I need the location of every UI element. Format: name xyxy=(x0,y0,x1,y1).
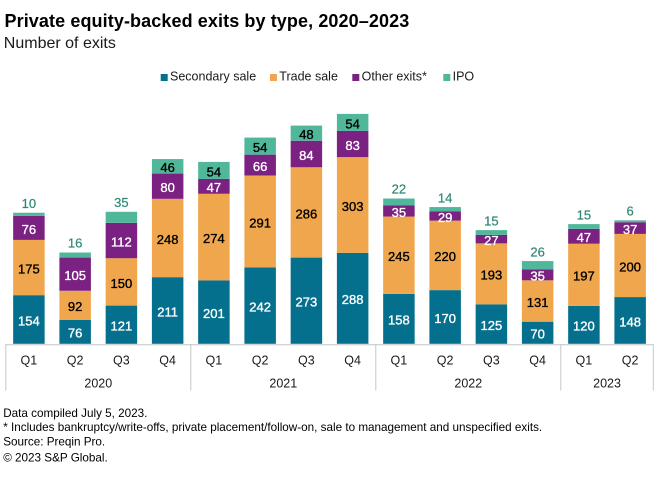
svg-text:Secondary sale: Secondary sale xyxy=(170,70,256,84)
svg-text:193: 193 xyxy=(481,268,503,283)
svg-text:125: 125 xyxy=(481,318,503,333)
svg-text:200: 200 xyxy=(619,259,641,274)
svg-text:303: 303 xyxy=(342,199,364,214)
svg-text:Q1: Q1 xyxy=(21,354,38,368)
svg-text:112: 112 xyxy=(111,234,132,249)
svg-text:148: 148 xyxy=(619,314,641,329)
svg-text:201: 201 xyxy=(203,306,225,321)
svg-text:35: 35 xyxy=(114,195,128,210)
svg-text:154: 154 xyxy=(18,313,40,328)
svg-text:Q1: Q1 xyxy=(576,354,593,368)
svg-text:131: 131 xyxy=(527,295,549,310)
svg-text:2021: 2021 xyxy=(269,377,297,391)
svg-text:15: 15 xyxy=(577,207,591,222)
svg-text:47: 47 xyxy=(207,180,221,195)
svg-text:27: 27 xyxy=(484,233,498,248)
svg-text:Source: Preqin Pro.: Source: Preqin Pro. xyxy=(3,435,105,448)
svg-text:37: 37 xyxy=(623,222,637,237)
svg-text:54: 54 xyxy=(207,164,221,179)
svg-text:Q1: Q1 xyxy=(206,354,223,368)
svg-text:70: 70 xyxy=(530,327,544,342)
svg-text:Other exits*: Other exits* xyxy=(362,70,427,84)
svg-text:158: 158 xyxy=(388,313,410,328)
svg-text:197: 197 xyxy=(573,269,595,284)
svg-text:35: 35 xyxy=(392,205,406,220)
svg-text:Private equity-backed exits by: Private equity-backed exits by type, 202… xyxy=(5,11,410,31)
svg-text:220: 220 xyxy=(434,249,456,264)
svg-text:2022: 2022 xyxy=(454,377,482,391)
svg-text:66: 66 xyxy=(253,159,267,174)
svg-text:15: 15 xyxy=(484,213,498,228)
svg-text:* Includes bankruptcy/write-of: * Includes bankruptcy/write-offs, privat… xyxy=(3,421,542,434)
svg-text:29: 29 xyxy=(438,210,452,225)
svg-text:121: 121 xyxy=(111,319,133,334)
svg-text:105: 105 xyxy=(64,268,86,283)
svg-text:245: 245 xyxy=(388,249,410,264)
svg-text:48: 48 xyxy=(299,127,313,142)
svg-text:83: 83 xyxy=(345,138,359,153)
svg-text:Q2: Q2 xyxy=(622,354,639,368)
svg-text:35: 35 xyxy=(530,269,544,284)
svg-text:54: 54 xyxy=(253,140,267,155)
svg-text:Trade sale: Trade sale xyxy=(279,70,338,84)
svg-text:Q3: Q3 xyxy=(113,354,130,368)
svg-text:Data compiled July 5, 2023.: Data compiled July 5, 2023. xyxy=(3,407,147,420)
svg-text:288: 288 xyxy=(342,292,364,307)
svg-text:2023: 2023 xyxy=(593,377,621,391)
svg-text:175: 175 xyxy=(18,261,40,276)
svg-text:76: 76 xyxy=(68,326,82,341)
svg-text:10: 10 xyxy=(22,196,36,211)
svg-text:22: 22 xyxy=(392,182,406,197)
svg-text:Q3: Q3 xyxy=(298,354,315,368)
svg-text:Q2: Q2 xyxy=(252,354,269,368)
svg-text:16: 16 xyxy=(68,236,82,251)
svg-text:Q4: Q4 xyxy=(159,354,176,368)
svg-text:2020: 2020 xyxy=(84,377,112,391)
svg-text:Q2: Q2 xyxy=(437,354,454,368)
svg-text:Q2: Q2 xyxy=(67,354,84,368)
svg-text:150: 150 xyxy=(111,276,133,291)
svg-text:211: 211 xyxy=(157,304,178,319)
svg-text:26: 26 xyxy=(530,244,544,259)
svg-text:47: 47 xyxy=(577,230,591,245)
svg-text:76: 76 xyxy=(22,222,36,237)
svg-text:Q3: Q3 xyxy=(483,354,500,368)
svg-text:242: 242 xyxy=(249,299,271,314)
svg-text:© 2023 S&P Global.: © 2023 S&P Global. xyxy=(3,451,108,464)
svg-text:Number of exits: Number of exits xyxy=(4,35,116,52)
svg-text:14: 14 xyxy=(438,190,452,205)
svg-text:80: 80 xyxy=(160,180,174,195)
svg-text:286: 286 xyxy=(296,206,318,221)
svg-text:Q4: Q4 xyxy=(344,354,361,368)
svg-text:248: 248 xyxy=(157,232,179,247)
svg-text:92: 92 xyxy=(68,299,82,314)
svg-text:Q1: Q1 xyxy=(391,354,408,368)
svg-text:54: 54 xyxy=(345,116,359,131)
svg-text:273: 273 xyxy=(296,295,318,310)
svg-text:46: 46 xyxy=(160,160,174,175)
svg-text:120: 120 xyxy=(573,319,595,334)
svg-text:84: 84 xyxy=(299,148,313,163)
svg-text:291: 291 xyxy=(249,215,271,230)
svg-text:6: 6 xyxy=(627,204,634,219)
svg-text:170: 170 xyxy=(434,311,456,326)
svg-text:Q4: Q4 xyxy=(529,354,546,368)
svg-text:IPO: IPO xyxy=(453,70,475,84)
svg-text:274: 274 xyxy=(203,231,225,246)
